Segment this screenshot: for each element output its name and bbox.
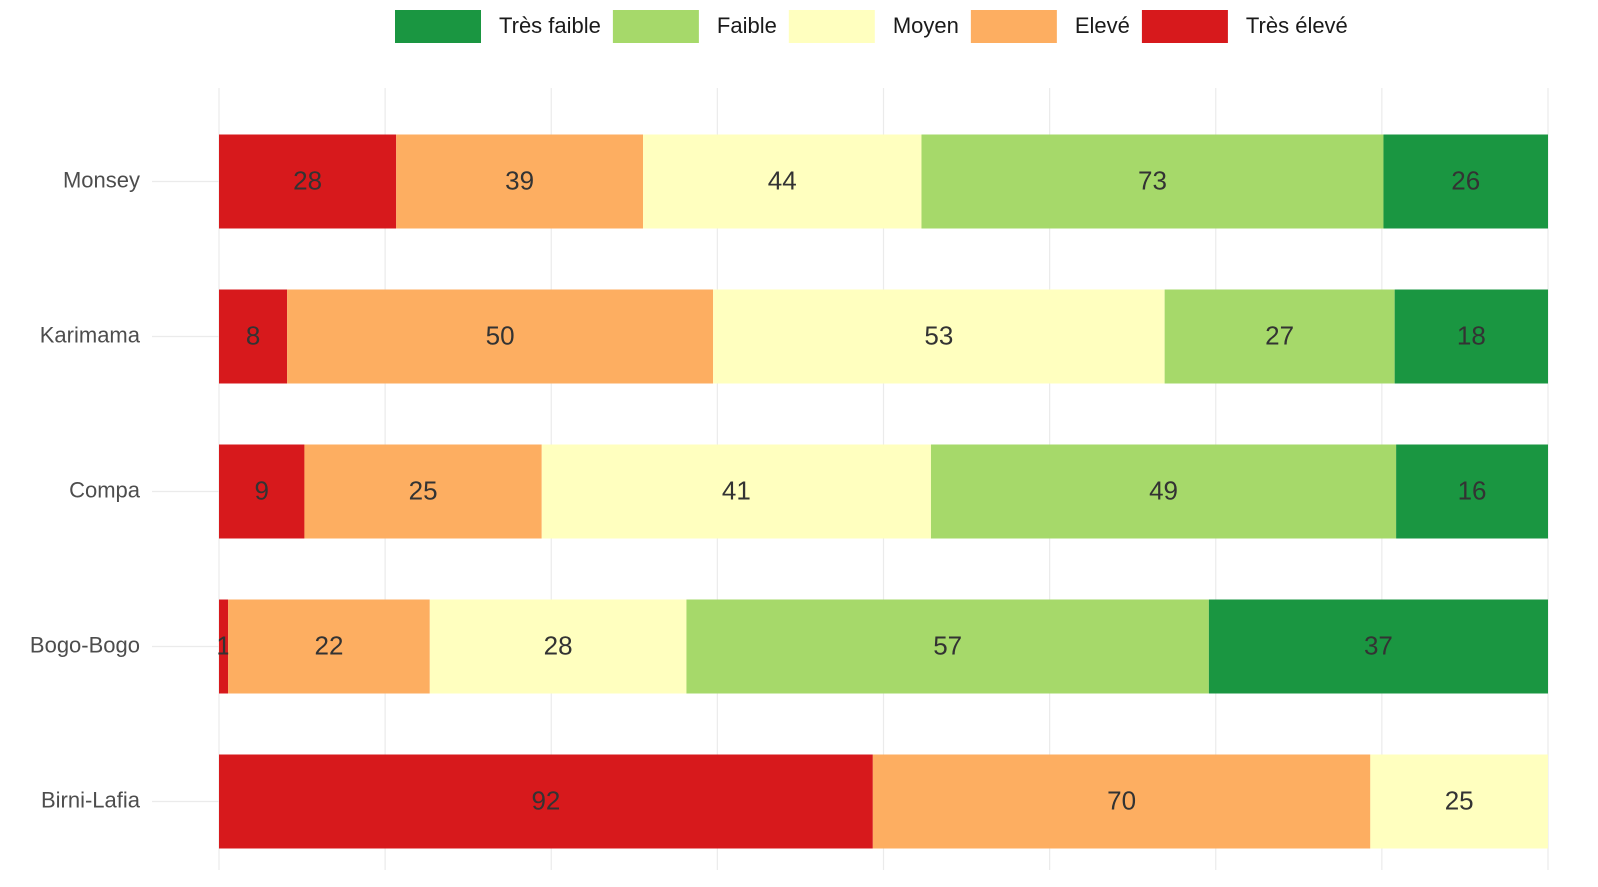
data-label: 8 (246, 320, 260, 350)
data-label: 18 (1457, 320, 1486, 350)
bar-segment (930, 444, 1397, 539)
data-label: 53 (924, 320, 953, 350)
data-label: 92 (531, 785, 560, 815)
legend-swatch (395, 10, 481, 43)
bar-segment (872, 754, 1371, 849)
y-tick-label: Bogo-Bogo (30, 632, 140, 657)
data-label: 28 (293, 165, 322, 195)
data-label: 25 (409, 475, 438, 505)
legend-label: Très faible (499, 13, 601, 38)
bar-segment (228, 599, 430, 694)
data-label: 57 (933, 630, 962, 660)
bar-segment (1370, 754, 1548, 849)
data-label: 44 (768, 165, 797, 195)
bar-segment (713, 289, 1165, 384)
data-label: 27 (1265, 320, 1294, 350)
bar-segment (1208, 599, 1548, 694)
bar-segment (541, 444, 931, 539)
data-label: 25 (1445, 785, 1474, 815)
legend-swatch (970, 10, 1057, 43)
bar-segment (219, 754, 873, 849)
data-label: 49 (1149, 475, 1178, 505)
bar-segment (219, 134, 397, 229)
legend-swatch (788, 10, 875, 43)
bar-segment (1394, 289, 1548, 384)
bar-segment (429, 599, 687, 694)
data-label: 26 (1451, 165, 1480, 195)
legend-swatch (1141, 10, 1228, 43)
data-label: 41 (722, 475, 751, 505)
legend-label: Moyen (893, 13, 959, 38)
bar-segment (1396, 444, 1548, 539)
bar-segment (396, 134, 644, 229)
legend-swatch (612, 10, 699, 43)
bar-segment (686, 599, 1209, 694)
bar-segment (304, 444, 542, 539)
legend-label: Elevé (1075, 13, 1130, 38)
bar-segment (219, 289, 288, 384)
y-tick-label: Monsey (63, 167, 140, 192)
bar-segment (1383, 134, 1548, 229)
data-label: 37 (1364, 630, 1393, 660)
data-label: 16 (1458, 475, 1487, 505)
data-label: 9 (254, 475, 268, 505)
legend: Très faible Faible Moyen Elevé Très élevé (395, 10, 1348, 43)
legend-label: Très élevé (1246, 13, 1348, 38)
y-tick-label: Compa (69, 477, 141, 502)
bar-segment (219, 444, 305, 539)
data-label: 73 (1138, 165, 1167, 195)
bar-segment (643, 134, 922, 229)
data-label: 22 (315, 630, 344, 660)
data-label: 1 (216, 630, 230, 660)
data-label: 50 (486, 320, 515, 350)
legend-label: Faible (717, 13, 777, 38)
bar-segment (219, 599, 229, 694)
y-tick-label: Birni-Lafia (41, 787, 141, 812)
bar-segment (287, 289, 714, 384)
data-label: 70 (1107, 785, 1136, 815)
data-label: 28 (544, 630, 573, 660)
bar-segment (1164, 289, 1395, 384)
y-tick-label: Karimama (40, 322, 141, 347)
data-label: 39 (505, 165, 534, 195)
bar-segment (921, 134, 1384, 229)
